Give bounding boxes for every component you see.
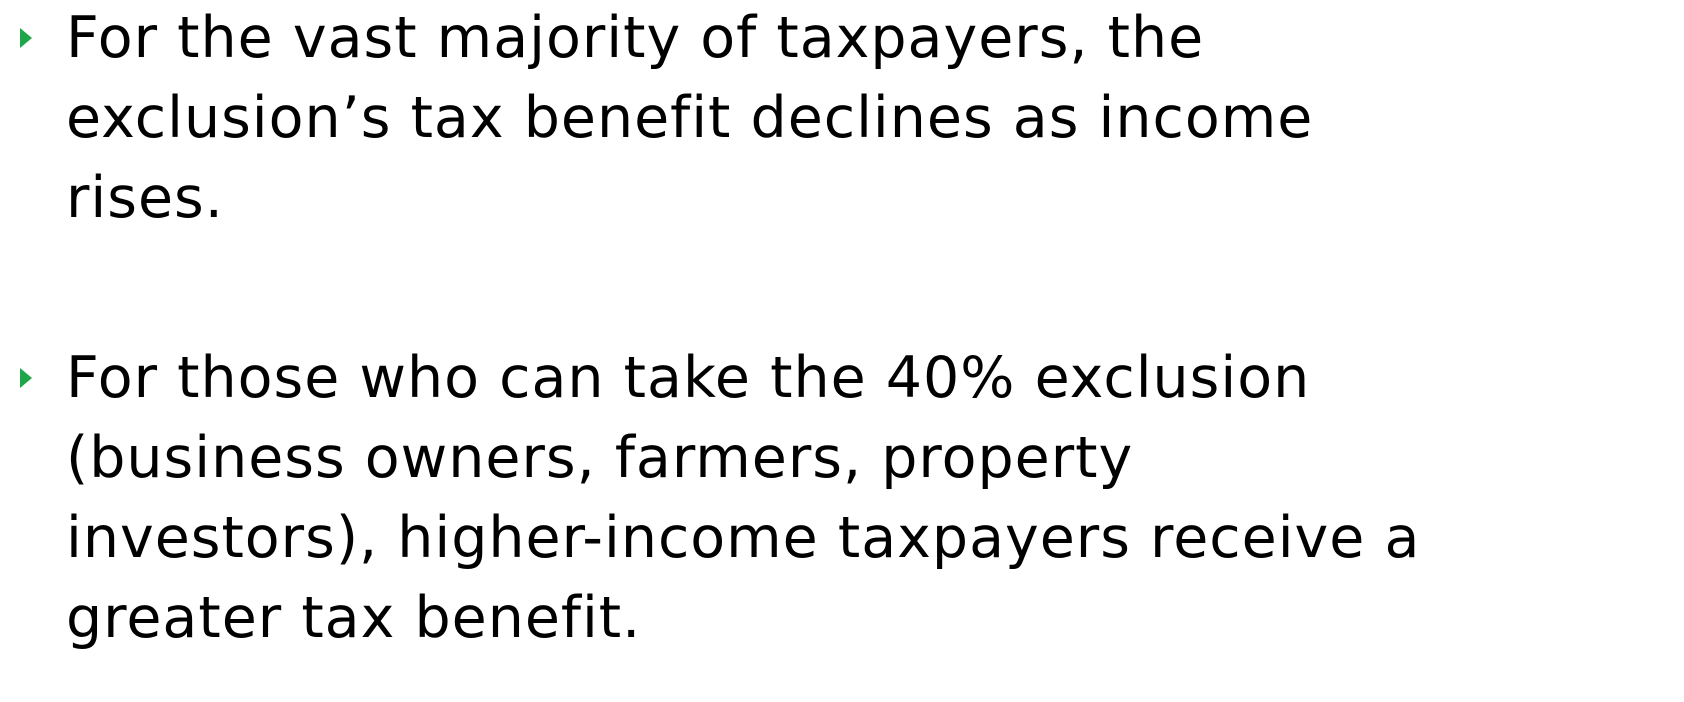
- bullet-text-line: For the vast majority of taxpayers, the: [66, 5, 1205, 71]
- bullet-text-line: rises.: [66, 165, 224, 231]
- bullet-text-line: investors), higher-income taxpayers rece…: [66, 505, 1421, 571]
- bullet-marker: [20, 368, 32, 388]
- bullet-text-line: greater tax benefit.: [66, 585, 642, 651]
- bullet-text-line: For those who can take the 40% exclusion: [66, 345, 1311, 411]
- bullet-text-line: exclusion’s tax benefit declines as inco…: [66, 85, 1314, 151]
- bullet-marker: [20, 28, 32, 48]
- bullet-text-line: (business owners, farmers, property: [66, 425, 1134, 491]
